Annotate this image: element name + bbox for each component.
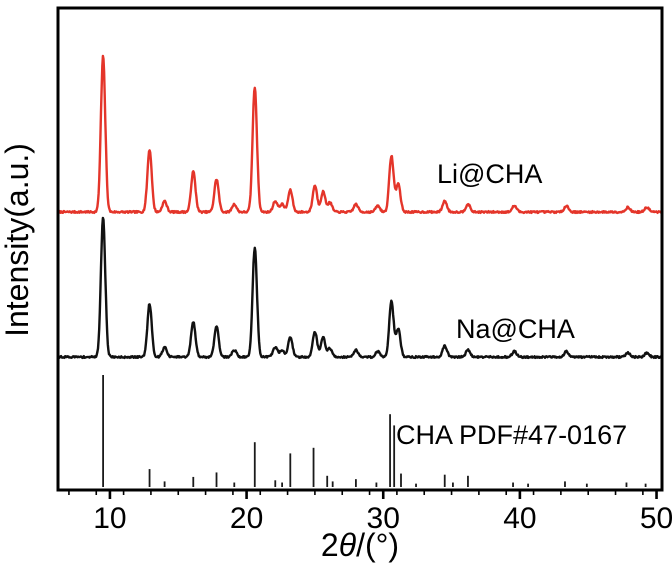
- y-axis-label: Intensity(a.u.): [0, 143, 35, 337]
- x-tick-label: 30: [367, 502, 400, 535]
- x-tick-label: 50: [640, 502, 672, 535]
- series-label-cha-reference: CHA PDF#47-0167: [396, 420, 627, 450]
- xrd-curve: [59, 216, 661, 360]
- series-label-na-cha: Na@CHA: [456, 314, 575, 344]
- plot-frame: [56, 6, 664, 492]
- x-axis-ticks: 10 20 30 40 50: [68, 490, 672, 535]
- x-tick-label: 20: [230, 502, 263, 535]
- x-axis-label: 2θ/(°): [321, 527, 399, 563]
- series-label-li-cha: Li@CHA: [437, 159, 542, 189]
- series-layer: [59, 54, 661, 487]
- x-tick-label: 10: [93, 502, 126, 535]
- x-tick-label: 40: [503, 502, 536, 535]
- xrd-curve: [59, 54, 661, 215]
